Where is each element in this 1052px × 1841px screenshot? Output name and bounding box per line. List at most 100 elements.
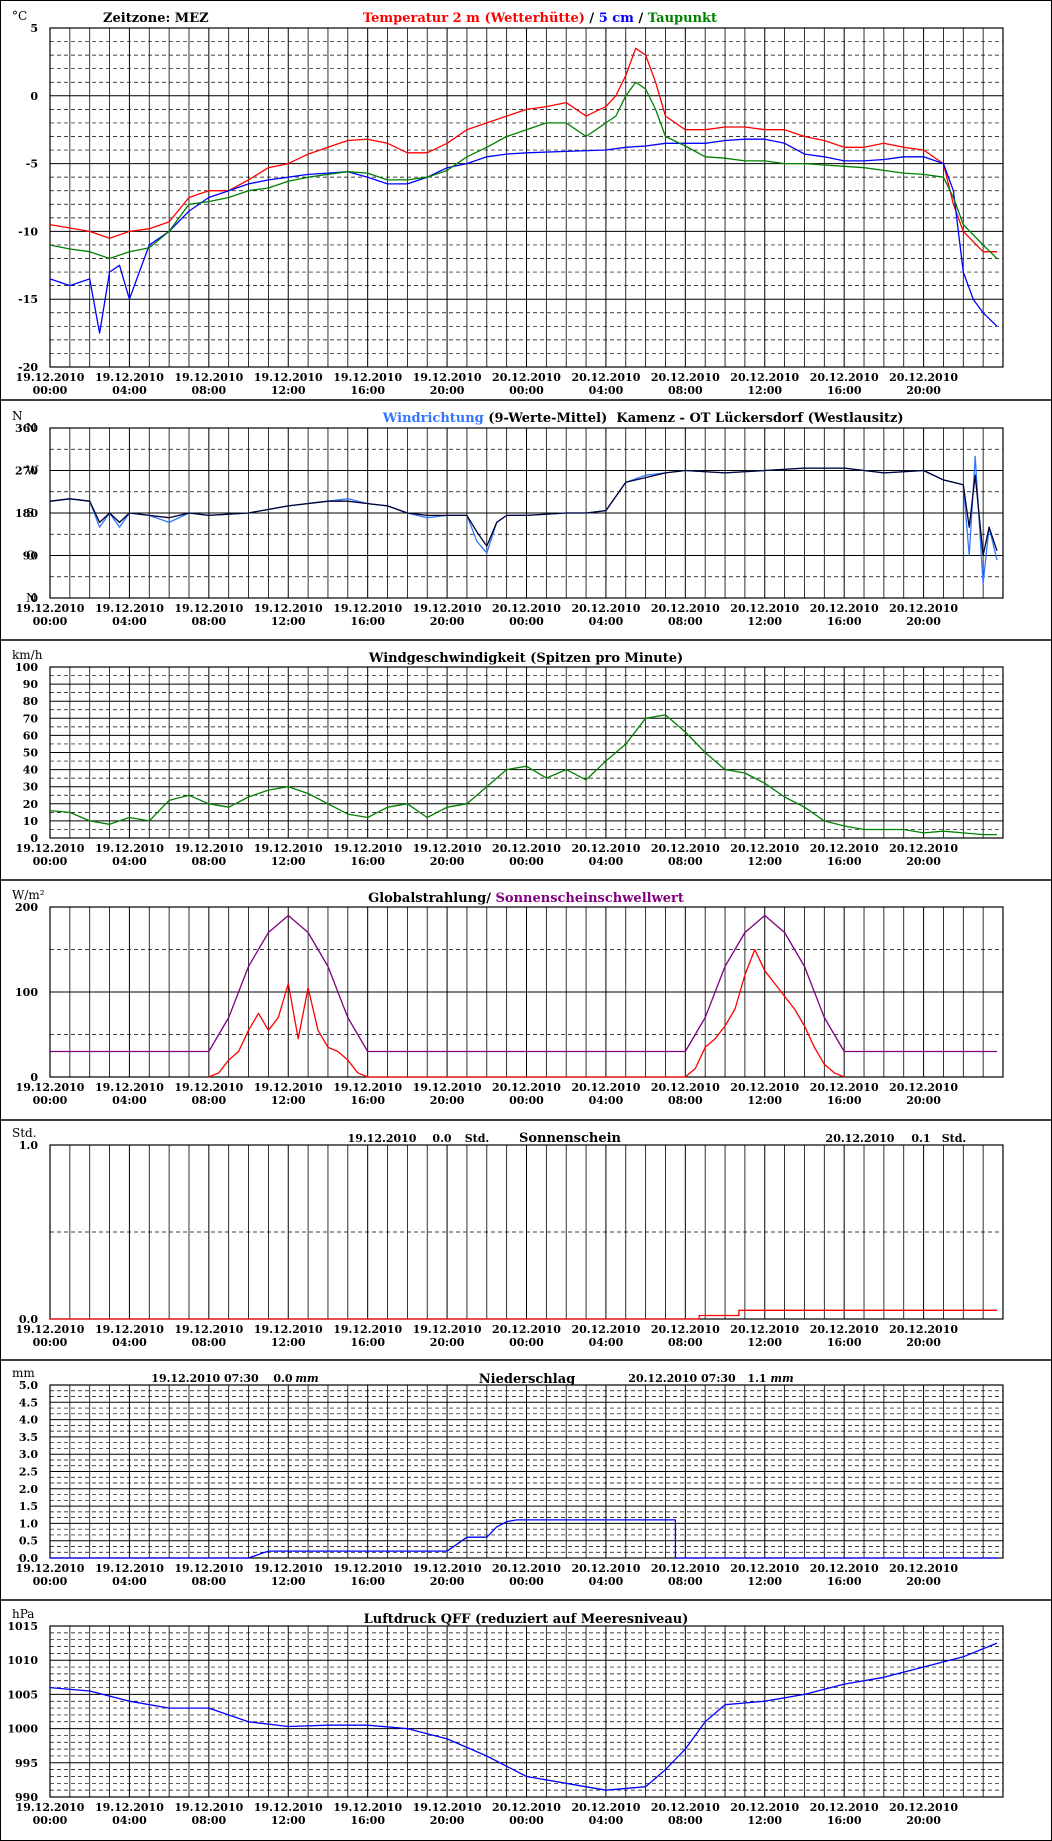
y-unit-label: N [12,409,23,423]
temperature-title-part: / [634,11,648,26]
x-tick-date: 19.12.2010 [174,842,243,855]
series-line [49,81,998,260]
x-tick-date: 20.12.2010 [651,602,720,615]
x-tick-date: 20.12.2010 [571,1801,640,1814]
x-tick-time: 00:00 [33,384,68,397]
compass-label: O [26,549,36,563]
y-tick-label: 1005 [7,1688,38,1701]
x-tick-time: 12:00 [271,1094,306,1107]
compass-label: W [26,464,39,478]
y-tick-label: 2.5 [19,1466,38,1479]
panel-wind_speed: 100908070605040302010019.12.201000:0019.… [12,648,1004,868]
y-tick-label: 995 [15,1757,38,1770]
y-tick-label: 0.5 [19,1535,38,1548]
x-tick-date: 19.12.2010 [254,1801,323,1814]
x-tick-time: 00:00 [33,1814,68,1827]
x-tick-time: 08:00 [668,1814,703,1827]
x-tick-time: 20:00 [430,384,465,397]
x-tick-time: 08:00 [191,384,226,397]
x-tick-time: 08:00 [668,855,703,868]
x-tick-time: 12:00 [271,615,306,628]
x-tick-time: 12:00 [747,1336,782,1349]
x-tick-time: 16:00 [827,1336,862,1349]
x-tick-date: 19.12.2010 [333,842,402,855]
series-line [49,467,998,557]
x-tick-time: 08:00 [668,615,703,628]
panel-sunshine: 1.00.019.12.201000:0019.12.201004:0019.1… [12,1126,1004,1349]
wind-direction-title-part: Windrichtung [382,411,484,426]
x-tick-date: 20.12.2010 [571,1323,640,1336]
y-tick-label: 80 [23,695,39,708]
series-line [49,455,998,585]
x-tick-time: 04:00 [112,1094,147,1107]
x-tick-time: 16:00 [350,384,385,397]
y-tick-label: -20 [18,361,38,374]
y-tick-label: 0.0 [19,1552,38,1565]
y-tick-label: 5.0 [19,1379,38,1392]
temperature-title: Temperatur 2 m (Wetterhütte) / 5 cm / Ta… [363,11,717,26]
x-tick-date: 20.12.2010 [651,1801,720,1814]
x-tick-time: 16:00 [827,1094,862,1107]
x-tick-time: 00:00 [509,1575,544,1588]
precip-day1-value: 0.0 [273,1372,292,1385]
x-tick-date: 20.12.2010 [492,1801,561,1814]
x-tick-date: 19.12.2010 [16,1562,85,1575]
x-tick-time: 20:00 [430,855,465,868]
x-tick-time: 04:00 [112,1814,147,1827]
x-tick-date: 19.12.2010 [174,1323,243,1336]
wind-direction-title-part: (9-Werte-Mittel) [484,411,607,426]
y-tick-label: 30 [23,781,39,794]
x-tick-date: 19.12.2010 [16,371,85,384]
x-tick-time: 04:00 [112,384,147,397]
x-tick-time: 00:00 [509,855,544,868]
y-tick-label: 2.0 [19,1483,38,1496]
x-tick-date: 19.12.2010 [413,1801,482,1814]
x-tick-date: 19.12.2010 [174,602,243,615]
series-line [49,714,997,836]
y-tick-label: 1000 [7,1723,38,1736]
x-tick-date: 19.12.2010 [16,842,85,855]
x-tick-date: 20.12.2010 [571,1562,640,1575]
panel-pressure: 101510101005100099599019.12.201000:0019.… [7,1607,1004,1827]
compass-label: S [26,506,34,520]
y-unit-label: W/m² [12,888,45,902]
y-tick-label: 10 [23,815,39,828]
panel-radiation: 200100019.12.201000:0019.12.201004:0019.… [12,888,1004,1107]
x-tick-date: 19.12.2010 [413,842,482,855]
precip-day1-unit: mm [295,1372,318,1385]
x-tick-date: 19.12.2010 [16,1801,85,1814]
x-tick-date: 20.12.2010 [571,842,640,855]
x-tick-time: 20:00 [906,1094,941,1107]
y-tick-label: 0 [30,592,38,605]
x-tick-date: 19.12.2010 [413,371,482,384]
y-tick-label: 3.0 [19,1448,38,1461]
y-tick-label: 1015 [7,1620,38,1633]
pressure-title: Luftdruck QFF (reduziert auf Meeresnivea… [364,1612,689,1627]
x-tick-date: 20.12.2010 [651,371,720,384]
radiation-title: Globalstrahlung/ Sonnenscheinschwellwert [368,891,684,906]
x-tick-time: 16:00 [350,1575,385,1588]
x-tick-time: 00:00 [509,1094,544,1107]
x-tick-date: 20.12.2010 [889,1323,958,1336]
x-tick-time: 16:00 [827,615,862,628]
y-tick-label: 3.5 [19,1431,38,1444]
x-tick-time: 00:00 [509,1336,544,1349]
x-tick-date: 19.12.2010 [174,1081,243,1094]
x-tick-time: 20:00 [906,384,941,397]
temperature-title-part: 5 cm [599,11,634,26]
x-tick-date: 20.12.2010 [730,602,799,615]
x-tick-date: 19.12.2010 [16,602,85,615]
compass-label: N [26,591,37,605]
x-tick-time: 20:00 [906,1814,941,1827]
x-tick-date: 19.12.2010 [174,1562,243,1575]
x-tick-date: 19.12.2010 [174,1801,243,1814]
x-tick-date: 20.12.2010 [492,1562,561,1575]
series-line [49,47,997,253]
x-tick-time: 08:00 [191,1575,226,1588]
panel-temperature: 50-5-10-15-2019.12.201000:0019.12.201004… [12,9,1004,397]
x-tick-time: 12:00 [747,384,782,397]
series-line [208,948,845,1078]
y-tick-label: -10 [18,225,38,238]
y-tick-label: -15 [18,293,38,306]
